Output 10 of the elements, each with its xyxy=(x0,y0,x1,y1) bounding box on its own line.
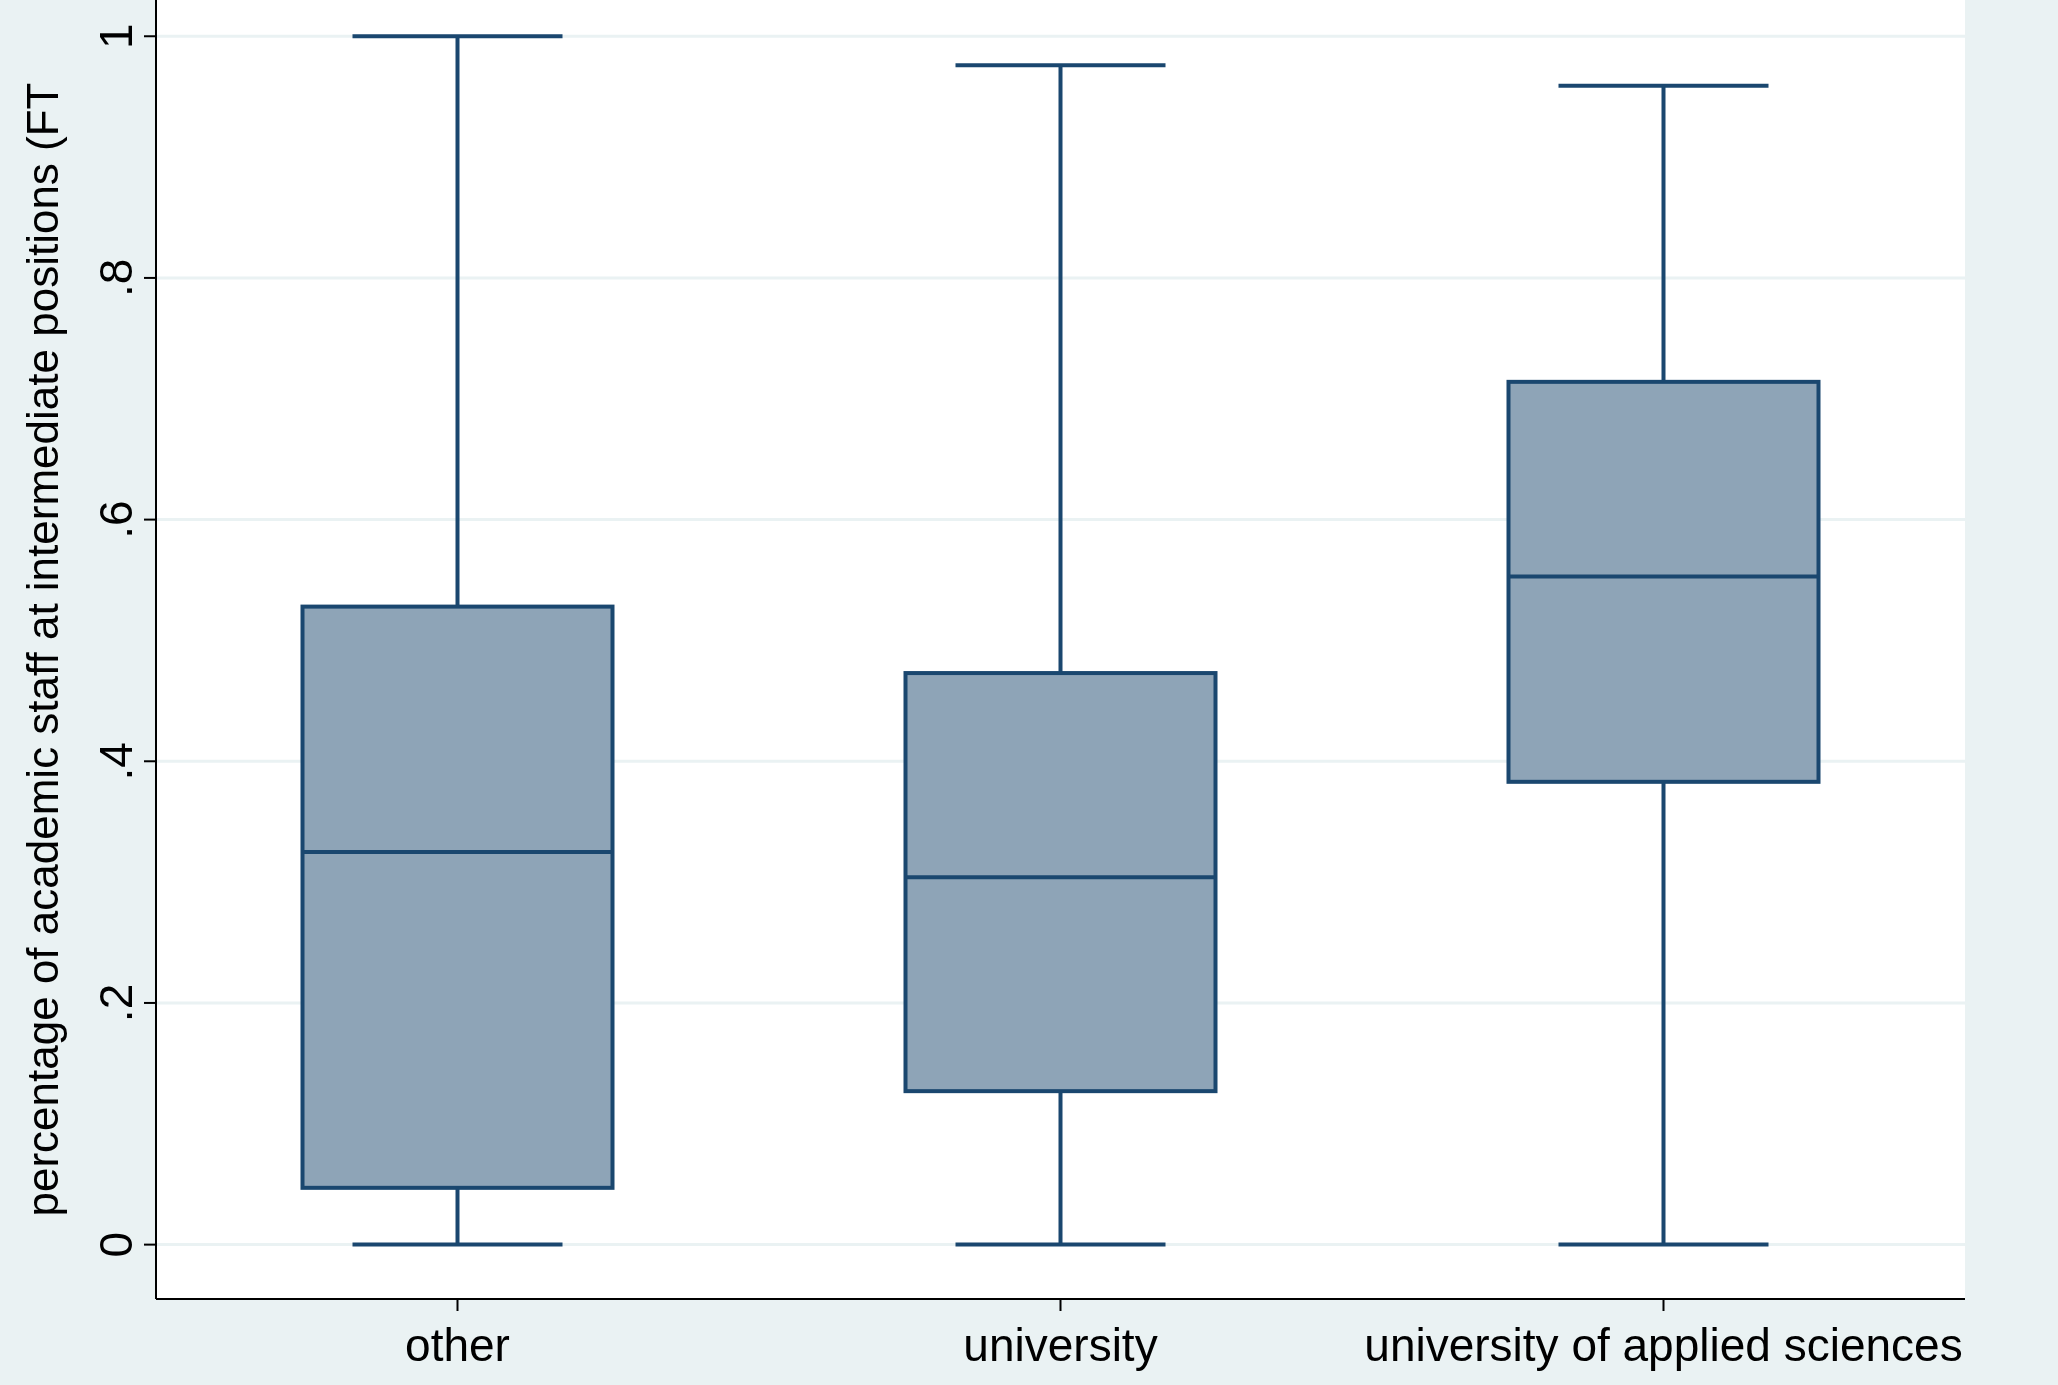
x-tick-label: other xyxy=(405,1319,510,1371)
y-tick-label: .2 xyxy=(90,983,142,1023)
y-tick-label: .4 xyxy=(90,742,142,781)
x-tick-label: university xyxy=(963,1319,1158,1371)
x-tick-label: university of applied sciences xyxy=(1364,1319,1963,1371)
y-tick-label: .8 xyxy=(90,258,142,298)
y-tick-label: .6 xyxy=(90,500,142,539)
y-tick-label: 1 xyxy=(90,23,142,50)
y-axis-title: percentage of academic staff at intermediate positions (FT xyxy=(18,82,67,1217)
y-tick-label: 0 xyxy=(90,1231,142,1258)
